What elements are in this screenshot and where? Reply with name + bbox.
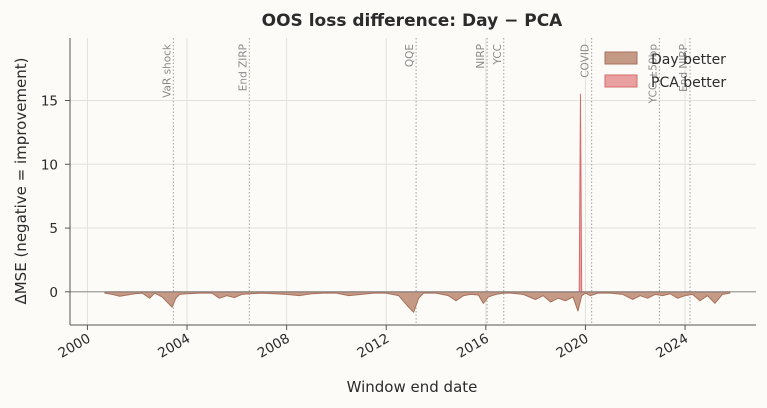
area-series [104,93,731,313]
chart-title: OOS loss difference: Day − PCA [262,11,564,31]
x-tick-label: 2020 [554,331,592,362]
x-tick-label: 2004 [155,331,193,362]
event-markers: VaR shock End ZIRP QQE NIRP YCC COVID YCC ±50b… [161,38,691,325]
x-tick-label: 2012 [354,331,392,362]
day-better-area [104,291,731,313]
x-tick-label: 2008 [255,331,293,362]
y-tick-label: 10 [41,157,58,173]
legend-label-day-better: Day better [651,52,726,68]
axes [69,38,756,326]
x-tick-label: 2016 [454,331,492,362]
event-label: VaR shock [161,43,173,98]
grid-lines [70,38,756,325]
event-label: NIRP [475,44,487,69]
event-label: YCC ±50bp [647,44,659,105]
y-axis-label: ΔMSE (negative = improvement) [12,57,30,304]
event-label: End NIRP [678,44,690,92]
event-label: YCC [492,44,504,66]
legend-swatch-day-better [604,51,638,65]
legend-swatch-pca-better [604,74,638,88]
legend-label-pca-better: PCA better [651,75,726,91]
y-tick-label: 15 [41,94,58,110]
legend: Day better PCA better [604,51,726,91]
event-label: End ZIRP [237,44,249,91]
event-label: QQE [404,44,416,67]
y-tick-label: 5 [49,221,58,237]
pca-better-area [578,93,583,293]
x-tick-label: 2024 [653,331,691,362]
x-tick-label: 2000 [56,331,94,362]
event-label: COVID [580,44,592,78]
x-axis-label: Window end date [347,378,478,396]
y-tick-label: 0 [49,285,58,301]
